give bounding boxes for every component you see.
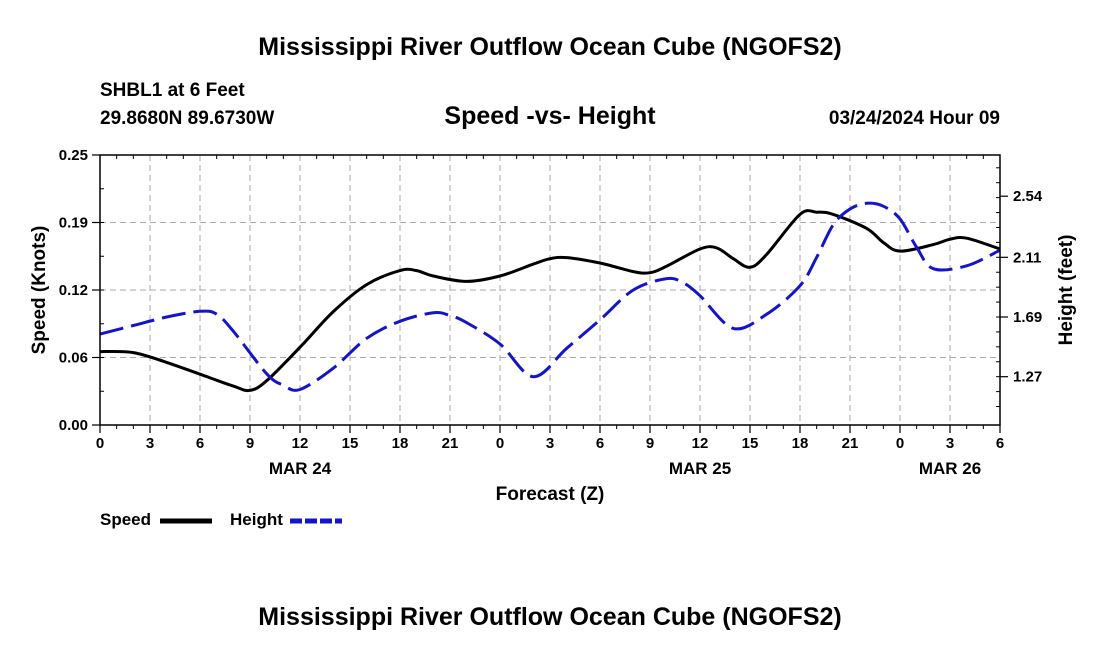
chart-subtitle: Speed -vs- Height bbox=[444, 102, 656, 130]
x-tick-label: 3 bbox=[146, 435, 154, 452]
x-tick-label: 12 bbox=[292, 435, 309, 452]
x-tick-label: 15 bbox=[342, 435, 359, 452]
y-right-tick-label: 2.54 bbox=[1013, 188, 1043, 205]
x-tick-label: 6 bbox=[196, 435, 204, 452]
footer-title: Mississippi River Outflow Ocean Cube (NG… bbox=[258, 603, 841, 631]
x-tick-labels: 0 3 6 9 12 15 18 21 0 3 6 9 12 15 18 21 0 3 6 bbox=[96, 435, 1004, 452]
x-tick-label: 18 bbox=[792, 435, 809, 452]
x-tick-label: 12 bbox=[692, 435, 709, 452]
x-tick-label: 15 bbox=[742, 435, 759, 452]
legend-height-label: Height bbox=[230, 510, 283, 529]
y-left-tick-label: 0.25 bbox=[59, 147, 88, 164]
y-axis-right-title: Height (feet) bbox=[1056, 235, 1077, 346]
location-label: 29.8680N 89.6730W bbox=[100, 108, 274, 129]
x-tick-label: 6 bbox=[596, 435, 604, 452]
x-tick-label: 9 bbox=[646, 435, 654, 452]
series-line-height bbox=[99, 201, 1001, 392]
legend: Speed Height bbox=[100, 510, 342, 529]
x-tick-label: 0 bbox=[496, 435, 504, 452]
grid bbox=[99, 154, 1001, 426]
x-tick-label: 3 bbox=[546, 435, 554, 452]
date-labels: MAR 24 MAR 25 MAR 26 bbox=[269, 459, 981, 478]
y-right-tick-label: 1.27 bbox=[1013, 369, 1042, 386]
series-lines bbox=[99, 201, 1001, 393]
y-right-tick-labels: 1.27 1.69 2.11 2.54 bbox=[1013, 188, 1043, 385]
plot-frame bbox=[99, 154, 1001, 426]
legend-speed-label: Speed bbox=[100, 510, 151, 529]
x-tick-label: 3 bbox=[946, 435, 954, 452]
datetime-label: 03/24/2024 Hour 09 bbox=[829, 108, 1000, 129]
y-right-tick-label: 2.11 bbox=[1013, 249, 1041, 266]
y-left-tick-label: 0.12 bbox=[59, 282, 88, 299]
series-line-speed bbox=[99, 209, 1001, 393]
date-label: MAR 26 bbox=[919, 459, 981, 478]
y-left-tick-label: 0.00 bbox=[59, 417, 88, 434]
x-tick-label: 18 bbox=[392, 435, 409, 452]
x-axis-title: Forecast (Z) bbox=[496, 484, 605, 505]
y-axis-left-title: Speed (Knots) bbox=[29, 226, 50, 355]
date-label: MAR 24 bbox=[269, 459, 332, 478]
x-tick-label: 0 bbox=[96, 435, 104, 452]
station-label: SHBL1 at 6 Feet bbox=[100, 80, 245, 101]
y-left-tick-label: 0.19 bbox=[59, 215, 88, 232]
x-tick-label: 21 bbox=[842, 435, 859, 452]
date-label: MAR 25 bbox=[669, 459, 731, 478]
x-tick-label: 6 bbox=[996, 435, 1004, 452]
y-left-tick-label: 0.06 bbox=[59, 350, 88, 367]
x-tick-label: 0 bbox=[896, 435, 904, 452]
chart-title: Mississippi River Outflow Ocean Cube (NG… bbox=[258, 33, 841, 61]
y-left-tick-labels: 0.00 0.06 0.12 0.19 0.25 bbox=[59, 147, 88, 434]
y-right-tick-label: 1.69 bbox=[1013, 309, 1042, 326]
x-tick-label: 9 bbox=[246, 435, 254, 452]
x-tick-label: 21 bbox=[442, 435, 459, 452]
